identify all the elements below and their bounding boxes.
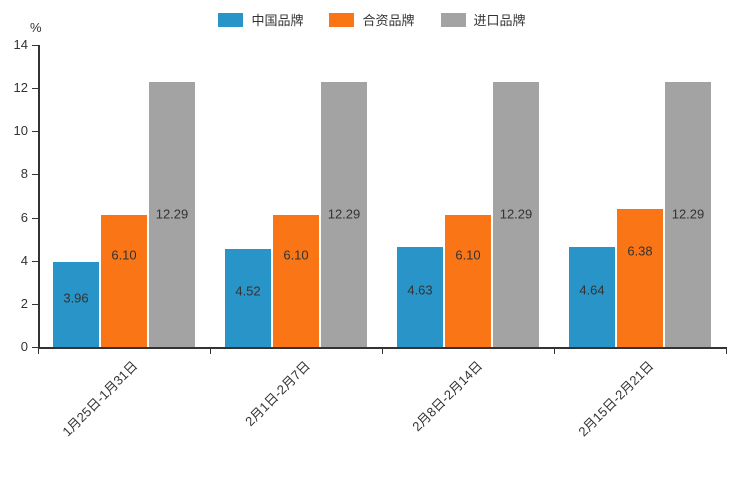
- x-axis-label: 2月15日-2月21日: [575, 358, 657, 440]
- bar-value-label: 6.10: [455, 247, 481, 263]
- bar-value-label: 4.52: [235, 283, 261, 299]
- bar-2-0: [149, 81, 195, 347]
- x-tick-mark: [726, 348, 727, 354]
- bar-value-label: 6.38: [627, 243, 653, 259]
- y-tick-mark: [32, 260, 38, 262]
- x-tick-mark: [210, 348, 211, 354]
- y-tick-label: 14: [13, 37, 28, 52]
- y-tick-label: 10: [13, 123, 28, 139]
- y-tick-mark: [32, 217, 38, 219]
- bar-0-3: [569, 246, 615, 347]
- legend-swatch-icon: [440, 12, 466, 27]
- bar-0-2: [397, 247, 443, 347]
- y-tick-label: 4: [20, 252, 28, 268]
- x-axis-label: 1月25日-1月31日: [59, 358, 141, 440]
- bar-2-2: [493, 81, 539, 347]
- bar-2-3: [665, 81, 711, 347]
- y-tick-mark: [32, 347, 38, 348]
- bar-value-label: 12.29: [499, 206, 533, 222]
- bar-1-1: [273, 215, 319, 347]
- y-tick-mark: [32, 88, 38, 90]
- bar-value-label: 4.64: [579, 282, 605, 298]
- y-tick-mark: [32, 174, 38, 176]
- y-axis-line: [38, 45, 40, 347]
- y-tick-mark: [32, 131, 38, 133]
- bar-0-0: [53, 261, 99, 347]
- x-tick-mark: [382, 348, 383, 354]
- y-tick-label: 8: [20, 166, 28, 182]
- chart-legend: 中国品牌 合资品牌 进口品牌: [0, 10, 744, 29]
- y-tick-mark: [32, 45, 38, 46]
- bar-2-1: [321, 81, 367, 347]
- legend-swatch-icon: [218, 12, 244, 27]
- x-tick-mark: [38, 348, 39, 354]
- bar-value-label: 6.10: [283, 247, 309, 263]
- bar-value-label: 12.29: [671, 206, 705, 222]
- bar-1-3: [617, 209, 663, 347]
- bar-value-label: 12.29: [327, 206, 361, 222]
- y-tick-label: 6: [20, 209, 28, 225]
- legend-label: 进口品牌: [473, 13, 526, 28]
- bar-1-0: [101, 215, 147, 347]
- y-axis-unit-label: %: [30, 20, 42, 35]
- y-tick-mark: [32, 303, 38, 305]
- bar-value-label: 6.10: [111, 247, 137, 263]
- legend-item-2[interactable]: 进口品牌: [440, 10, 526, 29]
- legend-label: 合资品牌: [362, 13, 415, 28]
- legend-label: 中国品牌: [251, 13, 304, 28]
- bar-value-label: 12.29: [155, 206, 189, 222]
- bar-value-label: 3.96: [63, 290, 89, 306]
- bar-1-2: [445, 215, 491, 347]
- x-axis-label: 2月1日-2月7日: [241, 358, 313, 430]
- legend-item-1[interactable]: 合资品牌: [329, 10, 415, 29]
- y-tick-label: 12: [13, 80, 28, 96]
- x-tick-mark: [554, 348, 555, 354]
- y-tick-label: 2: [20, 295, 28, 311]
- bar-value-label: 4.63: [407, 282, 433, 298]
- legend-item-0[interactable]: 中国品牌: [218, 10, 303, 29]
- legend-swatch-icon: [329, 12, 355, 27]
- x-axis-label: 2月8日-2月14日: [408, 358, 485, 435]
- bar-0-1: [225, 249, 271, 347]
- y-tick-label: 0: [20, 339, 28, 354]
